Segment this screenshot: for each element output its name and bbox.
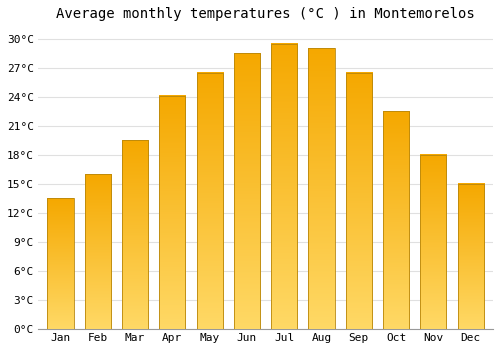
Bar [234,53,260,329]
Title: Average monthly temperatures (°C ) in Montemorelos: Average monthly temperatures (°C ) in Mo… [56,7,475,21]
Bar [458,184,483,329]
Bar [160,96,186,329]
Bar [196,72,222,329]
Bar [84,174,111,329]
Bar [420,155,446,329]
Bar [48,198,74,329]
Bar [346,72,372,329]
Bar [308,48,334,329]
Bar [122,140,148,329]
Bar [383,111,409,329]
Bar [271,43,297,329]
